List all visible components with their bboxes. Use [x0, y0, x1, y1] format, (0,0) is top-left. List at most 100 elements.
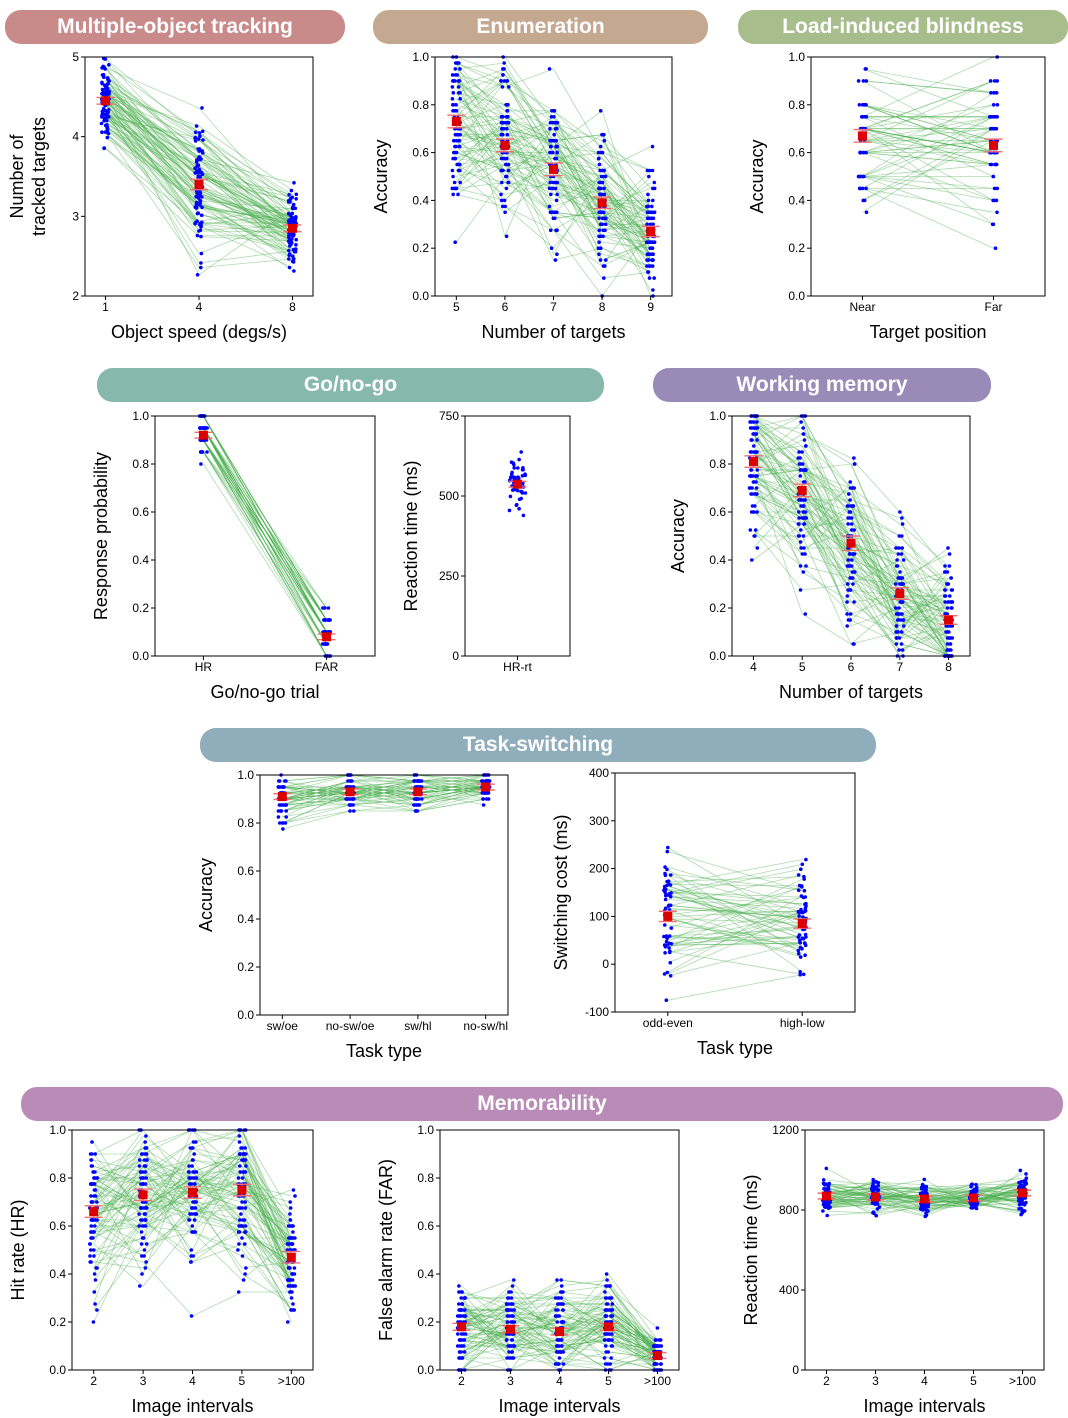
data-point — [281, 821, 285, 825]
subject-line — [456, 164, 652, 261]
data-point — [547, 67, 552, 71]
subject-line — [282, 780, 486, 800]
subject-line — [282, 780, 486, 794]
subject-line — [456, 122, 651, 219]
data-point — [1017, 1180, 1021, 1185]
data-point — [92, 1176, 96, 1180]
panel-tsacc: 0.0 0.2 0.4 0.6 0.8 1.0 sw/oe no-sw/oe sw/hl no-s… — [196, 768, 509, 1061]
data-point — [798, 474, 802, 478]
subject-line — [93, 1189, 292, 1263]
x-tick-label: >100 — [278, 1374, 305, 1388]
data-point — [322, 606, 327, 610]
data-point — [646, 192, 650, 197]
y-tick-label: 0.0 — [237, 1008, 254, 1022]
data-point — [798, 940, 802, 944]
data-point — [292, 1266, 297, 1270]
data-point — [899, 552, 904, 556]
data-point — [895, 564, 900, 568]
subject-line — [667, 884, 803, 887]
data-point — [852, 486, 856, 490]
y-tick-label: 0.2 — [237, 960, 254, 974]
data-point — [92, 1290, 97, 1294]
data-point — [857, 186, 862, 191]
data-point — [663, 906, 668, 911]
subject-line — [667, 942, 803, 946]
subject-line — [282, 780, 486, 800]
mean-marker — [1017, 1188, 1027, 1198]
data-point — [193, 136, 197, 141]
data-point — [294, 237, 299, 242]
data-point — [901, 558, 906, 562]
data-point — [139, 1206, 144, 1210]
data-point — [95, 1266, 99, 1270]
data-point — [450, 168, 455, 173]
mean-marker — [944, 615, 954, 625]
data-point — [461, 1314, 466, 1318]
data-point — [553, 216, 557, 221]
panel-gng: 0.0 0.2 0.4 0.6 0.8 1.0 HR FAR Go/no-go trial Res… — [91, 409, 376, 702]
data-point — [510, 1320, 515, 1324]
data-point — [897, 612, 901, 616]
y-tick-label: 0.8 — [237, 816, 254, 830]
data-point — [921, 1203, 926, 1208]
data-point — [601, 216, 605, 221]
subject-line — [282, 786, 486, 806]
data-point — [860, 186, 865, 191]
data-point — [287, 265, 292, 270]
subject-line — [203, 427, 327, 633]
data-point — [650, 144, 655, 149]
subject-line — [203, 439, 327, 657]
subject-line — [667, 929, 803, 937]
data-point — [800, 884, 804, 888]
x-tick-label: odd-even — [643, 1016, 693, 1030]
data-point — [506, 1302, 510, 1306]
data-point — [457, 1314, 461, 1318]
data-point — [200, 151, 205, 155]
mean-marker — [871, 1192, 881, 1202]
data-point — [507, 1314, 512, 1318]
data-point — [516, 466, 520, 470]
data-point — [100, 80, 104, 85]
subject-line — [105, 67, 293, 216]
subject-line — [862, 176, 994, 189]
data-point — [604, 1314, 608, 1318]
x-tick-label: 3 — [140, 1374, 147, 1388]
data-point — [288, 1290, 292, 1294]
data-point — [236, 1176, 241, 1180]
subject-line — [203, 427, 327, 633]
subject-line — [862, 176, 994, 225]
subject-line — [667, 912, 803, 954]
data-point — [517, 497, 522, 502]
data-point — [194, 1140, 198, 1144]
y-tick-label: 0.8 — [709, 457, 726, 471]
data-point — [510, 1338, 514, 1342]
data-point — [803, 895, 808, 899]
mean-marker — [198, 430, 208, 440]
data-point — [279, 809, 284, 813]
y-tick-label: 1.0 — [788, 50, 805, 64]
data-point — [1017, 1207, 1021, 1211]
data-point — [561, 1362, 566, 1366]
subject-line — [667, 880, 803, 930]
data-point — [597, 252, 601, 256]
y-tick-label: 0.4 — [412, 193, 429, 207]
data-point — [90, 1218, 94, 1222]
mean-marker — [188, 1187, 197, 1197]
subject-lines — [282, 774, 486, 830]
subject-line — [282, 792, 486, 818]
data-point — [991, 103, 996, 107]
y-tick-label: 0 — [452, 649, 459, 663]
data-point — [101, 90, 106, 94]
data-point — [871, 1184, 875, 1189]
subject-line — [282, 792, 486, 812]
data-point — [663, 951, 667, 955]
data-point — [1023, 1182, 1027, 1186]
subject-line — [667, 943, 803, 946]
data-point — [191, 1170, 196, 1174]
data-point — [799, 528, 803, 532]
mean-marker — [481, 782, 491, 792]
data-point — [294, 247, 298, 251]
y-tick-label: 0.0 — [709, 649, 726, 663]
data-point — [512, 466, 516, 470]
data-point — [420, 797, 424, 801]
